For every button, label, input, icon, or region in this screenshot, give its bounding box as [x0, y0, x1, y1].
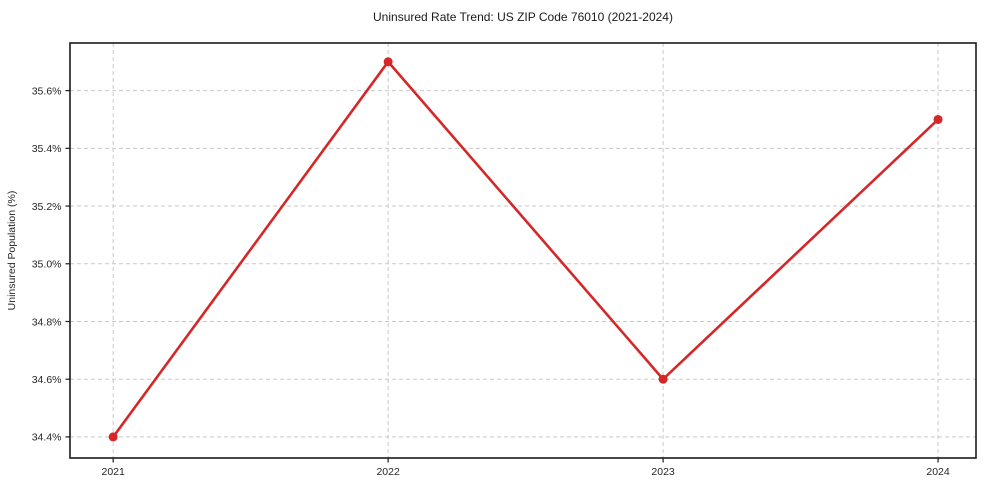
x-tick-label: 2024	[926, 466, 950, 478]
plot-border	[69, 42, 977, 459]
axis-tick-labels: 34.4% 34.6% 34.8% 35.0% 35.2% 35.4% 35.6% 2021 2…	[32, 85, 950, 478]
y-tick-label: 35.4%	[32, 143, 62, 155]
x-tick-label: 2022	[376, 466, 400, 478]
x-tick-label: 2021	[101, 466, 125, 478]
trend-line	[111, 60, 940, 439]
y-tick-label: 34.8%	[32, 316, 62, 328]
y-tick-label: 34.4%	[32, 432, 62, 444]
data-series	[108, 57, 943, 442]
y-tick-label: 35.2%	[32, 201, 62, 213]
y-tick-label: 35.6%	[32, 85, 62, 97]
data-point-marker	[108, 432, 118, 442]
y-tick-label: 35.0%	[32, 259, 62, 271]
y-axis-label: Uninsured Population (%)	[6, 191, 18, 311]
x-tick-label: 2023	[651, 466, 675, 478]
chart-title: Uninsured Rate Trend: US ZIP Code 76010 …	[373, 10, 673, 24]
data-point-marker	[933, 114, 943, 124]
y-tick-label: 34.6%	[32, 374, 62, 386]
data-point-marker	[383, 57, 393, 67]
gridlines	[70, 43, 976, 458]
data-point-marker	[658, 374, 668, 384]
axis-ticks	[65, 90, 939, 463]
